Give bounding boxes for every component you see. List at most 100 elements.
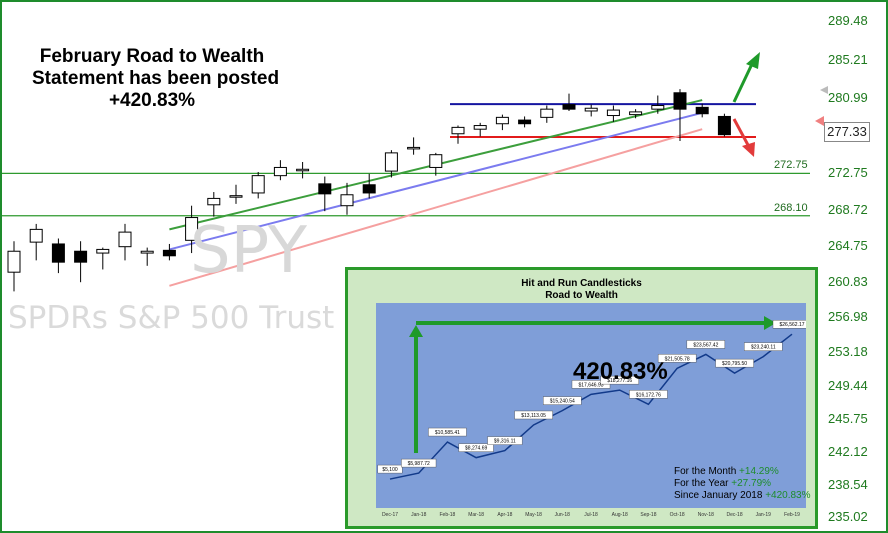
inset-data-label: $23,240.11 bbox=[751, 345, 776, 351]
stat-month-value: +14.29% bbox=[739, 466, 779, 477]
y-tick-label: 245.75 bbox=[828, 411, 868, 427]
candle-down bbox=[717, 115, 731, 136]
headline: February Road to Wealth Statement has be… bbox=[32, 46, 279, 112]
inset-x-tick-label: Feb-18 bbox=[440, 512, 456, 518]
y-tick-label: 285.21 bbox=[828, 51, 868, 67]
watermark-name: SPDRs S&P 500 Trust S bbox=[8, 300, 364, 336]
candle-up bbox=[629, 111, 643, 116]
inset-data-label: $9,316.11 bbox=[494, 439, 516, 445]
candle-up bbox=[251, 175, 265, 194]
inset-data-label: $8,274.69 bbox=[465, 446, 487, 452]
candle-up bbox=[118, 231, 132, 248]
up-arrow-head bbox=[746, 52, 760, 69]
inset-data-label-box bbox=[657, 354, 697, 363]
stat-since-value: +420.83% bbox=[765, 490, 811, 501]
inset-title: Hit and Run Candlesticks Road to Wealth bbox=[348, 278, 815, 302]
candle-down bbox=[562, 104, 576, 110]
candle-up bbox=[651, 105, 665, 110]
inset-x-tick-label: Jan-18 bbox=[411, 512, 427, 518]
inset-x-tick-label: Mar-18 bbox=[468, 512, 484, 518]
watermark-ticker: SPY bbox=[190, 214, 307, 288]
inset-data-label-box bbox=[487, 436, 523, 445]
y-tick-label: 256.98 bbox=[828, 308, 868, 324]
inset-line-chart: $5,100 $5,987.72 $10,585.41 $8,274.69 $9,316… bbox=[377, 316, 812, 480]
candle-up bbox=[296, 168, 310, 172]
y-tick-label: 260.83 bbox=[828, 273, 868, 289]
inset-data-label: $16,172.76 bbox=[636, 392, 661, 398]
headline-line-3: +420.83% bbox=[108, 90, 196, 111]
down-arrow-shaft bbox=[732, 118, 750, 146]
inset-data-label-box bbox=[428, 427, 467, 437]
candle-up bbox=[473, 125, 487, 130]
candle-up bbox=[140, 250, 154, 254]
inset-data-label-box bbox=[514, 410, 553, 420]
inset-data-label-box bbox=[715, 358, 754, 368]
inset-data-label: $18,277.16 bbox=[607, 378, 632, 384]
level-label: 272.75 bbox=[774, 159, 808, 172]
candle-up bbox=[429, 154, 443, 168]
candle-up bbox=[340, 194, 354, 207]
inset-plot-area: $5,100 $5,987.72 $10,585.41 $8,274.69 $9,316… bbox=[376, 303, 812, 508]
candle-down bbox=[51, 243, 65, 263]
candle-up bbox=[7, 250, 21, 273]
candle-up bbox=[606, 109, 620, 117]
candle-down bbox=[162, 249, 176, 257]
inset-data-label: $21,505.78 bbox=[665, 356, 690, 362]
candle-down bbox=[362, 184, 376, 194]
y-tick-label: 280.99 bbox=[828, 90, 868, 106]
inset-x-tick-label: Jul-18 bbox=[584, 512, 598, 518]
y-tick-label: 242.12 bbox=[828, 444, 868, 460]
inset-data-label-box bbox=[686, 340, 726, 349]
inset-data-label-box bbox=[629, 390, 668, 399]
down-arrow-head bbox=[742, 142, 755, 157]
inset-x-tick-label: Jun-18 bbox=[555, 512, 571, 518]
y-tick-label: 235.02 bbox=[828, 509, 868, 524]
up-arrow-shaft bbox=[732, 63, 754, 103]
inset-data-label: $26,562.17 bbox=[779, 322, 804, 328]
inset-data-label-box bbox=[401, 458, 437, 468]
candle-up bbox=[407, 146, 421, 150]
inset-series-line bbox=[389, 333, 793, 480]
candle-up bbox=[185, 217, 199, 241]
stat-year-label: For the Year bbox=[674, 478, 729, 489]
level-label: 268.10 bbox=[774, 201, 808, 214]
inset-data-label: $17,646.93 bbox=[578, 382, 603, 388]
inset-title-line-2: Road to Wealth bbox=[545, 290, 618, 301]
y-tick-label: 289.48 bbox=[828, 13, 868, 28]
candle-down bbox=[74, 250, 88, 263]
inset-data-label-box bbox=[543, 396, 582, 405]
candle-down bbox=[695, 106, 709, 115]
y-tick-label: 249.44 bbox=[828, 377, 868, 393]
candle-down bbox=[318, 183, 332, 195]
inset-data-label: $15,240.54 bbox=[550, 399, 575, 405]
stat-since-label: Since January 2018 bbox=[674, 490, 763, 501]
inset-data-label-box bbox=[377, 464, 403, 474]
candle-up bbox=[384, 152, 398, 172]
candle-down bbox=[673, 92, 687, 110]
candle-up bbox=[273, 166, 287, 177]
inset-up-arrow-head bbox=[409, 325, 423, 337]
inset-x-tick-label: Oct-18 bbox=[670, 512, 685, 518]
candle-down bbox=[518, 119, 532, 125]
y-tick-label: 264.75 bbox=[828, 238, 868, 254]
inset-x-tick-label: Dec-18 bbox=[727, 512, 743, 518]
inset-x-tick-label: Aug-18 bbox=[612, 512, 628, 518]
stat-year: For the Year +27.79% bbox=[674, 478, 771, 489]
inset-x-tick-label: Nov-18 bbox=[698, 512, 714, 518]
candle-up bbox=[584, 107, 598, 112]
y-tick-label: 253.18 bbox=[828, 343, 868, 359]
candle-up bbox=[451, 126, 465, 135]
stat-month: For the Month +14.29% bbox=[674, 466, 779, 477]
inset-x-axis: Dec-17 Jan-18 Feb-18 Mar-18 Apr-18 May-18 Jun-… bbox=[382, 512, 800, 518]
trend-line bbox=[169, 128, 703, 287]
inset-data-label-box bbox=[744, 342, 783, 351]
candle-up bbox=[229, 195, 243, 198]
stat-since-jan-2018: Since January 2018 +420.83% bbox=[674, 490, 811, 501]
road-to-wealth-inset: Hit and Run Candlesticks Road to Wealth … bbox=[345, 267, 818, 529]
inset-data-label-box bbox=[571, 380, 611, 389]
y-tick-label: 272.75 bbox=[828, 165, 868, 181]
inset-x-tick-label: May-18 bbox=[525, 512, 542, 518]
inset-data-label-box bbox=[458, 443, 494, 452]
candle-up bbox=[495, 116, 509, 125]
